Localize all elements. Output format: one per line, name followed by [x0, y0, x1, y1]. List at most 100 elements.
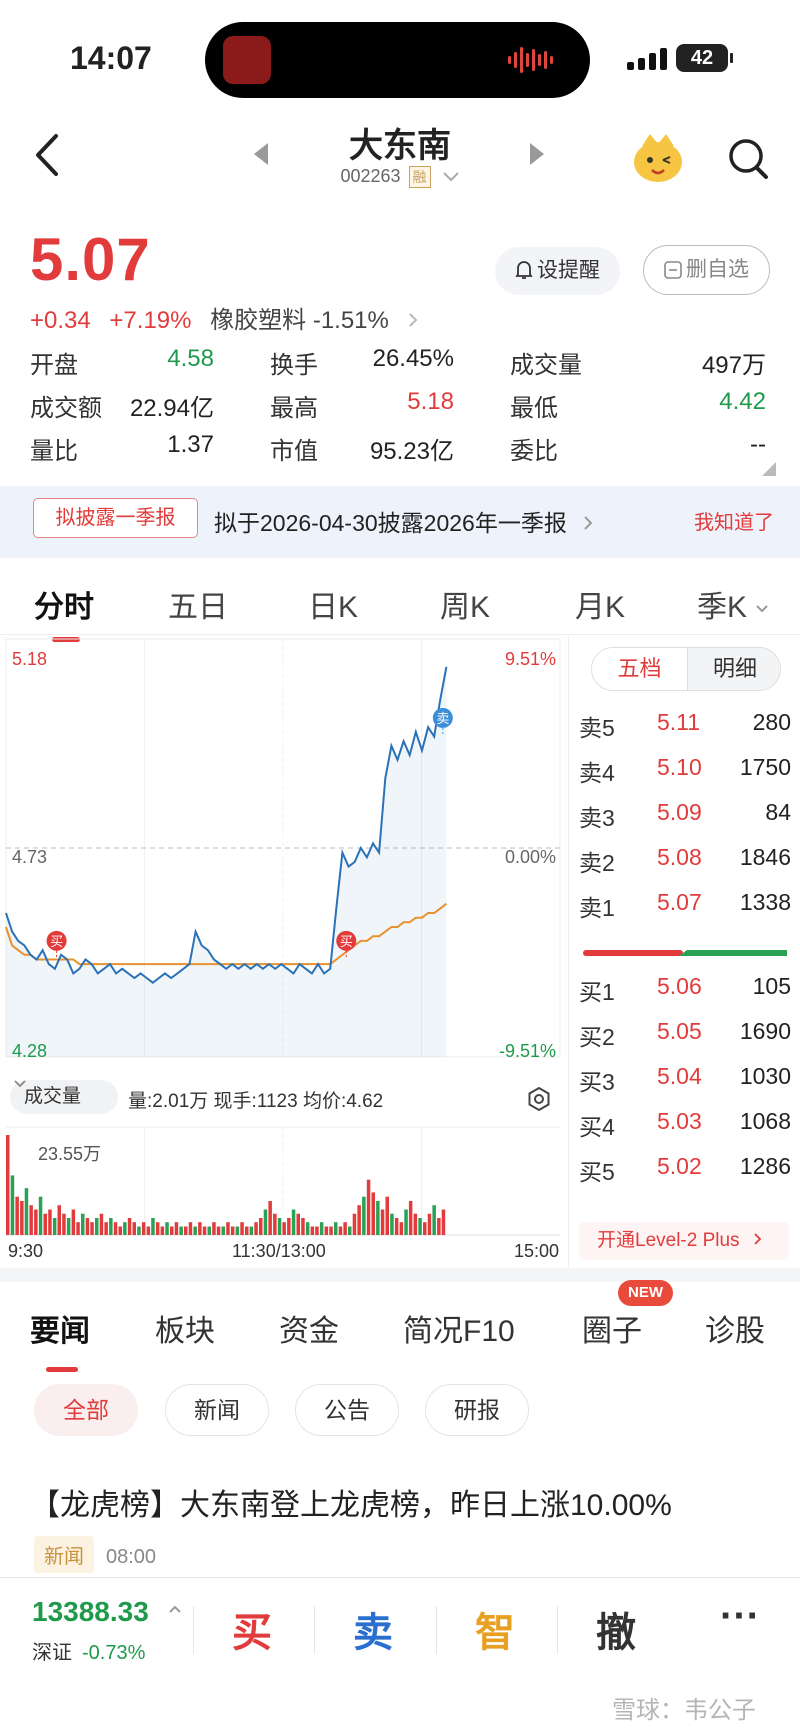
expand-corner-icon[interactable]: [762, 462, 776, 476]
bid-row[interactable]: 买4 5.03 1068: [569, 1100, 800, 1145]
intraday-chart[interactable]: 买 买 卖 5.18 4.73 4.28 9.51% 0.00% -9.51% 成交…: [0, 637, 566, 1267]
chip-research[interactable]: 研报: [425, 1384, 529, 1436]
ask-row-price: 5.09: [657, 799, 702, 825]
volume-bar: [34, 1209, 38, 1235]
chip-announcements[interactable]: 公告: [295, 1384, 399, 1436]
previous-stock-icon[interactable]: [254, 143, 268, 165]
chip-news[interactable]: 新闻: [165, 1384, 269, 1436]
tab-diagnosis[interactable]: 诊股: [705, 1315, 765, 1348]
volume-bar: [160, 1226, 165, 1235]
volume-bar: [146, 1226, 151, 1235]
stat-label: 委比: [510, 438, 558, 465]
indicator-selector[interactable]: 成交量: [10, 1080, 118, 1114]
volume-bar: [151, 1218, 155, 1235]
bid-row-vol: 1690: [739, 1018, 791, 1044]
bid-row[interactable]: 买2 5.05 1690: [569, 1010, 800, 1055]
bid-row[interactable]: 买5 5.02 1286: [569, 1145, 800, 1190]
bid-row[interactable]: 买3 5.04 1030: [569, 1055, 800, 1100]
volume-bar: [66, 1218, 71, 1235]
news-filter-chips: 全部 新闻 公告 研报: [0, 1384, 800, 1444]
back-arrow-icon[interactable]: [28, 130, 68, 180]
stock-header: 大东南 002263 融: [0, 110, 800, 210]
search-icon[interactable]: [726, 134, 770, 182]
volume-bar: [230, 1226, 235, 1235]
watermark-text: 雪球：韦公子: [612, 1697, 756, 1724]
y-left-top-label: 5.18: [12, 649, 48, 669]
volume-bar: [245, 1226, 249, 1235]
stats-row: 量比 1.37 市值 95.23亿 委比 --: [30, 431, 770, 474]
ask-row[interactable]: 卖2 5.08 1846: [569, 836, 800, 881]
volume-bar: [109, 1218, 113, 1235]
status-time: 14:07: [70, 40, 152, 76]
tab-news-highlights[interactable]: 要闻: [30, 1306, 90, 1372]
bid-row[interactable]: 买1 5.06 105: [569, 965, 800, 1010]
volume-bar: [76, 1222, 80, 1235]
buy-marker: [46, 930, 67, 951]
tab-intraday[interactable]: 分时: [34, 582, 94, 642]
stock-code-line[interactable]: 002263 融: [300, 166, 500, 188]
remove-watchlist-button[interactable]: 删自选: [643, 245, 770, 295]
marker-label: 买: [340, 935, 353, 950]
bid-row-vol: 1068: [739, 1108, 791, 1134]
chip-all[interactable]: 全部: [34, 1384, 138, 1436]
stat-cell: 开盘 4.58: [30, 345, 214, 388]
more-button[interactable]: ···: [720, 1594, 760, 1638]
set-alert-button[interactable]: 设提醒: [495, 247, 620, 295]
tab-weekly-k[interactable]: 周K: [440, 591, 491, 624]
buy-button[interactable]: 买: [232, 1611, 272, 1655]
tab-five-levels[interactable]: 五档: [592, 648, 687, 690]
ask-row[interactable]: 卖1 5.07 1338: [569, 881, 800, 926]
volume-bar: [376, 1201, 380, 1235]
bid-row-vol: 1030: [739, 1063, 791, 1089]
ask-row[interactable]: 卖3 5.09 84: [569, 791, 800, 836]
sell-button[interactable]: 卖: [353, 1611, 393, 1655]
volume-bar: [85, 1218, 90, 1235]
marker-label: 卖: [436, 712, 449, 727]
ask-row[interactable]: 卖5 5.11 280: [569, 701, 800, 746]
volume-bar: [305, 1222, 310, 1235]
stat-label: 开盘: [30, 352, 78, 379]
stat-cell: 量比 1.37: [30, 431, 214, 474]
tab-five-day[interactable]: 五日: [168, 591, 228, 624]
settings-icon[interactable]: [526, 1086, 552, 1112]
announcement-banner[interactable]: 拟披露一季报 拟于2026-04-30披露2026年一季报 我知道了: [0, 486, 800, 558]
industry-link[interactable]: 橡胶塑料 -1.51%: [210, 307, 389, 334]
stats-row: 开盘 4.58 换手 26.45% 成交量 497万: [30, 345, 770, 388]
tab-quarterly-k[interactable]: 季K: [697, 582, 769, 626]
tab-sectors[interactable]: 板块: [155, 1315, 215, 1348]
volume-bar: [29, 1205, 33, 1235]
level2-upgrade-button[interactable]: 开通Level-2 Plus: [579, 1222, 789, 1260]
stat-label: 市值: [270, 438, 318, 465]
smart-trade-button[interactable]: 智: [475, 1611, 515, 1655]
index-value[interactable]: 13388.33: [32, 1596, 149, 1627]
dismiss-announcement-button[interactable]: 我知道了: [694, 512, 774, 534]
news-headline[interactable]: 【龙虎榜】大东南登上龙虎榜，昨日上涨10.00%: [30, 1489, 672, 1522]
stats-grid: 开盘 4.58 换手 26.45% 成交量 497万 成交额 22.94亿 最高 5.18 最低 4.…: [30, 345, 770, 474]
volume-bar: [418, 1218, 422, 1235]
chevron-right-icon: [408, 313, 417, 327]
bid-row-label: 买5: [579, 1159, 615, 1185]
tab-monthly-k[interactable]: 月K: [575, 591, 626, 624]
chevron-up-icon: [169, 1605, 181, 1613]
tab-profile-f10[interactable]: 简况F10: [403, 1315, 515, 1348]
stat-value: 4.42: [719, 388, 766, 415]
volume-bar: [437, 1218, 441, 1235]
mascot-icon[interactable]: [630, 130, 686, 186]
ask-row[interactable]: 卖4 5.10 1750: [569, 746, 800, 791]
cancel-order-button[interactable]: 撤: [596, 1611, 636, 1655]
bid-row-price: 5.03: [657, 1108, 702, 1134]
battery-indicator: 42: [676, 44, 733, 72]
tab-funds[interactable]: 资金: [279, 1315, 339, 1348]
tab-community[interactable]: 圈子: [582, 1315, 642, 1348]
volume-bar: [287, 1218, 291, 1235]
next-stock-icon[interactable]: [530, 143, 544, 165]
news-tabs: 要闻 板块 资金 简况F10 圈子 诊股: [0, 1282, 800, 1377]
stat-cell: 最低 4.42: [510, 388, 766, 431]
volume-bar: [165, 1222, 169, 1235]
tab-daily-k[interactable]: 日K: [308, 591, 359, 624]
volume-bar: [399, 1222, 404, 1235]
divider: [557, 1606, 558, 1654]
volume-bar: [268, 1201, 272, 1235]
tab-details[interactable]: 明细: [687, 648, 780, 690]
bell-icon: [515, 261, 533, 279]
